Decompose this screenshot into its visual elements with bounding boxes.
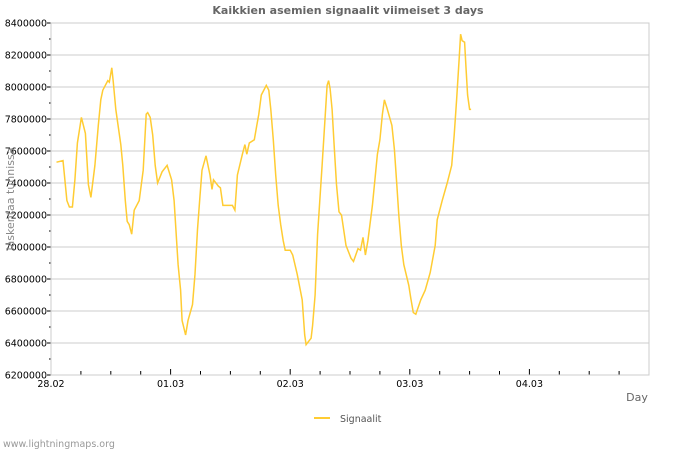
- y-tick-label: 6800000: [5, 275, 47, 286]
- plot-area-border: [50, 22, 650, 376]
- grid: [51, 22, 649, 376]
- y-tick-label: 8400000: [5, 19, 47, 30]
- y-tick-label: 8000000: [5, 83, 47, 94]
- y-tick-label: 7400000: [5, 179, 47, 190]
- x-axis: 28.02 01.03 02.03 03.03 04.03: [37, 369, 620, 390]
- x-tick-label: 02.03: [277, 379, 304, 390]
- legend-label[interactable]: Signaalit: [340, 414, 382, 425]
- y-tick-label: 7800000: [5, 115, 47, 126]
- y-tick-label: 6400000: [5, 339, 47, 350]
- y-tick-label: 7200000: [5, 211, 47, 222]
- x-tick-label: 04.03: [516, 379, 543, 390]
- x-axis-label: Day: [626, 391, 648, 404]
- chart-title: Kaikkien asemien signaalit viimeiset 3 d…: [212, 4, 484, 17]
- y-tick-label: 6600000: [5, 307, 47, 318]
- y-axis: 6200000 6400000 6600000 6800000 7000000 72000…: [5, 19, 51, 382]
- y-tick-label: 7000000: [5, 243, 47, 254]
- y-tick-label: 8200000: [5, 51, 47, 62]
- x-tick-label: 03.03: [396, 379, 423, 390]
- series-line-signaalit: [56, 34, 472, 347]
- x-tick-label: 28.02: [37, 379, 64, 390]
- footer-watermark: www.lightningmaps.org: [3, 439, 115, 450]
- y-tick-label: 7600000: [5, 147, 47, 158]
- y-tick-label: 6200000: [5, 371, 47, 382]
- y-axis-label: laskentaa tunnissa: [4, 147, 17, 250]
- x-tick-label: 01.03: [157, 379, 184, 390]
